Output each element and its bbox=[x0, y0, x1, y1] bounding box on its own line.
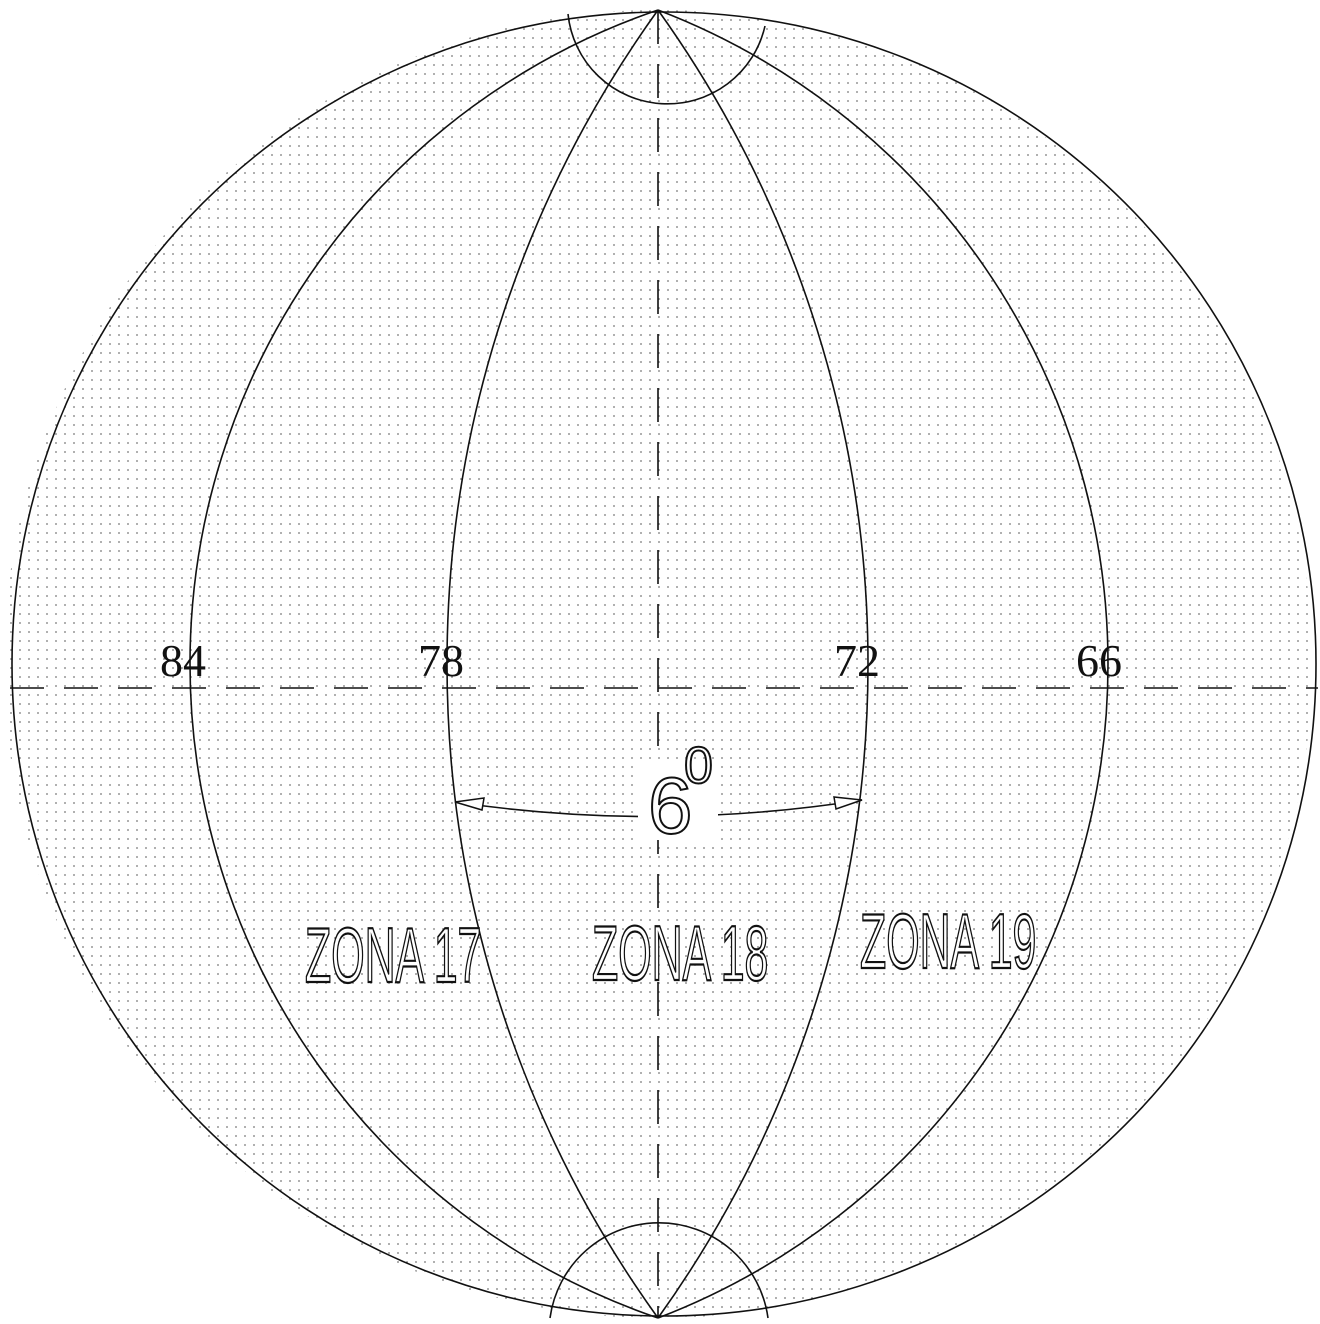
meridian-label: 72 bbox=[834, 635, 880, 686]
meridian-label: 66 bbox=[1076, 635, 1122, 686]
label-bg bbox=[638, 760, 718, 840]
zone-label: ZONA 17 bbox=[305, 913, 481, 1000]
zone-label: ZONA 19 bbox=[860, 899, 1036, 986]
meridian bbox=[657, 9, 1109, 1319]
meridians: 84 78 72 66 bbox=[160, 9, 1122, 1319]
meridian-label: 78 bbox=[418, 635, 464, 686]
zone-labels: ZONA 17 ZONA 18 ZONA 19 bbox=[304, 898, 1037, 1000]
pole-arc-bottom bbox=[549, 1222, 769, 1319]
arrow-head bbox=[454, 797, 485, 811]
meridian bbox=[657, 9, 869, 1319]
angle-value: 6 bbox=[648, 761, 693, 850]
arrow-head bbox=[833, 796, 863, 810]
meridian-label: 84 bbox=[160, 635, 206, 686]
angle-superscript: 0 bbox=[684, 737, 713, 795]
meridian bbox=[446, 9, 659, 1319]
meridian bbox=[189, 9, 659, 1319]
zone-label: ZONA 18 bbox=[592, 911, 768, 998]
pole-arc-top bbox=[567, 13, 766, 105]
